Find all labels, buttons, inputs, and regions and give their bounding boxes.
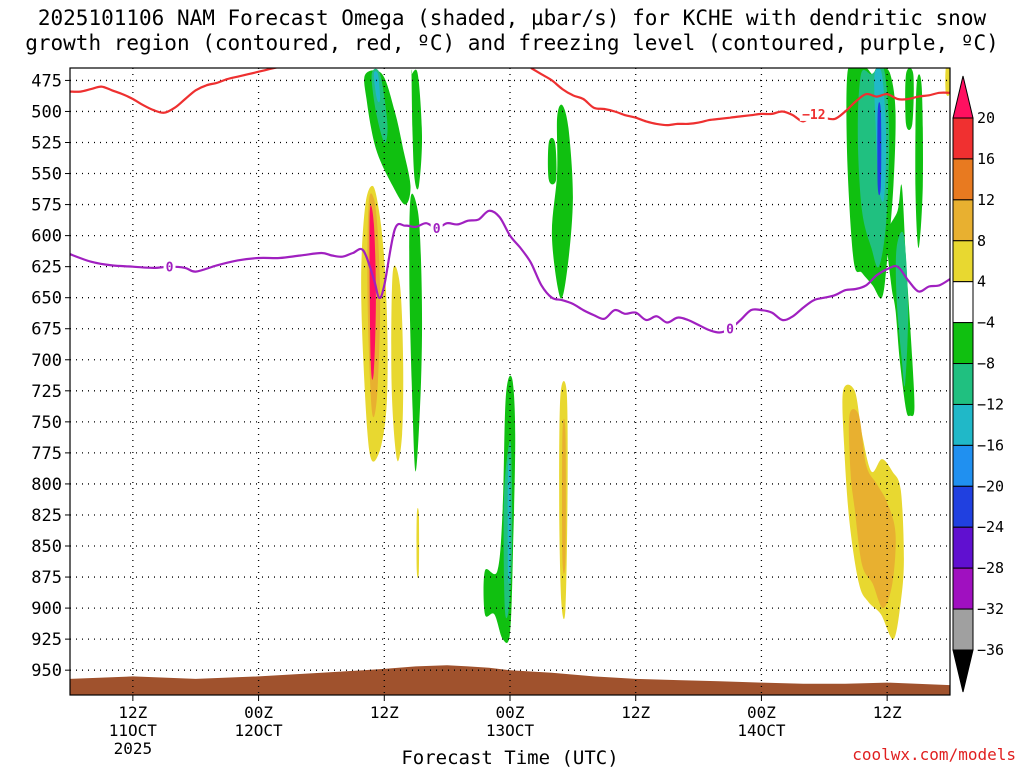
omega-region-8 (391, 265, 404, 462)
colorbar-label-9: −20 (977, 477, 1004, 495)
y-tick-label-875: 875 (31, 568, 62, 588)
omega-region-27 (945, 68, 950, 96)
colorbar-top-arrow (952, 75, 974, 119)
y-tick-label-800: 800 (31, 475, 62, 495)
colorbar-label-2: 12 (977, 191, 995, 209)
omega-region-14 (507, 459, 511, 584)
contour-label-bg-2 (724, 321, 736, 336)
title-line-1: 2025101106 NAM Forecast Omega (shaded, µ… (37, 6, 987, 30)
x-axis-label: Forecast Time (UTC) (401, 747, 618, 768)
colorbar-label-11: −28 (977, 559, 1004, 577)
colorbar-label-4: 4 (977, 273, 986, 291)
y-tick-label-850: 850 (31, 537, 62, 557)
y-tick-label-825: 825 (31, 506, 62, 526)
x-tick-year-6: 2025 (114, 739, 153, 758)
omega-region-4 (409, 193, 423, 472)
omega-region-2 (373, 71, 381, 103)
omega-region-11 (547, 137, 557, 185)
colorbar-segment-3 (952, 199, 974, 242)
y-tick-label-525: 525 (31, 133, 62, 153)
contour-label-bg-1 (430, 221, 443, 236)
omega-region-20 (877, 102, 882, 196)
colorbar-segment-5 (952, 281, 974, 324)
omega-region-16 (562, 418, 566, 574)
colorbar-segment-9 (952, 444, 974, 487)
colorbar-label-8: −16 (977, 436, 1004, 454)
x-tick-label-42: 00Z (496, 703, 525, 722)
omega-region-26 (848, 409, 896, 609)
colorbar-segment-12 (952, 567, 974, 610)
y-tick-label-700: 700 (31, 351, 62, 371)
y-tick-label-475: 475 (31, 71, 62, 91)
grid-lines (70, 68, 950, 695)
omega-region-9 (416, 508, 420, 578)
chart-title: 2025101106 NAM Forecast Omega (shaded, µ… (0, 6, 1024, 56)
y-tick-label-600: 600 (31, 227, 62, 247)
x-tick-date-18: 12OCT (234, 721, 283, 740)
x-tick-label-30: 12Z (370, 703, 399, 722)
y-tick-label-650: 650 (31, 289, 62, 309)
contour-label-0: 0 (166, 261, 174, 276)
x-tick-label-54: 12Z (621, 703, 650, 722)
colorbar-segment-10 (952, 485, 974, 528)
x-tick-label-66: 00Z (747, 703, 776, 722)
colorbar-bottom-arrow (952, 649, 974, 693)
omega-region-10 (551, 104, 573, 299)
contour-label-2: 0 (726, 323, 734, 338)
colorbar-label-13: −36 (977, 641, 1004, 659)
colorbar-label-0: 20 (977, 109, 995, 127)
colorbar-label-12: −32 (977, 600, 1004, 618)
contour-lines: 0 0 0 −12 (70, 68, 950, 338)
y-tick-label-775: 775 (31, 444, 62, 464)
y-tick-label-750: 750 (31, 413, 62, 433)
contour-line-1 (70, 68, 280, 114)
colorbar-segment-11 (952, 526, 974, 569)
colorbar-label-10: −24 (977, 518, 1004, 536)
colorbar-segment-2 (952, 158, 974, 201)
credit-text: coolwx.com/models (852, 745, 1016, 764)
colorbar-segment-8 (952, 403, 974, 446)
title-line-2: growth region (contoured, red, ºC) and f… (25, 31, 999, 55)
colorbar-segment-13 (952, 608, 974, 651)
contour-label-bg-0 (163, 259, 176, 274)
y-axis: 475 500 525 550 575 600 625 650 675 700 725 750 775 8… (31, 71, 70, 681)
colorbar-label-7: −12 (977, 395, 1004, 413)
colorbar-segment-7 (952, 363, 974, 405)
y-tick-label-925: 925 (31, 630, 62, 650)
y-tick-label-500: 500 (31, 102, 62, 122)
colorbar: 20 16 12 8 4 −4 −8 −12 −16 −20 −24 −28 −32 −36 (952, 75, 1004, 693)
contour-line-2 (530, 68, 950, 127)
colorbar-label-5: −4 (977, 314, 995, 332)
omega-region-23 (915, 74, 923, 248)
contour-label-1: 0 (433, 222, 441, 237)
x-tick-date-6: 11OCT (109, 721, 158, 740)
colorbar-label-6: −8 (977, 355, 995, 373)
y-tick-label-950: 950 (31, 661, 62, 681)
omega-region-7 (369, 205, 376, 380)
contour-line-0 (70, 209, 950, 334)
colorbar-label-1: 16 (977, 150, 995, 168)
colorbar-segment-4 (952, 240, 974, 283)
x-tick-label-78: 12Z (873, 703, 902, 722)
y-tick-label-725: 725 (31, 382, 62, 402)
omega-shaded-regions (361, 68, 950, 643)
x-tick-date-66: 14OCT (737, 721, 786, 740)
y-tick-label-900: 900 (31, 599, 62, 619)
x-tick-label-18: 00Z (244, 703, 273, 722)
colorbar-segment-6 (952, 322, 974, 365)
y-tick-label-550: 550 (31, 165, 62, 185)
contour-label-3: −12 (802, 108, 825, 123)
y-tick-label-625: 625 (31, 258, 62, 278)
omega-region-22 (895, 231, 909, 387)
y-tick-label-675: 675 (31, 320, 62, 340)
x-tick-date-42: 13OCT (486, 721, 535, 740)
x-tick-label-6: 12Z (118, 703, 147, 722)
colorbar-segment-1 (952, 117, 974, 160)
colorbar-label-3: 8 (977, 232, 986, 250)
y-tick-label-575: 575 (31, 196, 62, 216)
omega-region-3 (411, 69, 423, 190)
contour-label-bg-3 (799, 106, 828, 121)
